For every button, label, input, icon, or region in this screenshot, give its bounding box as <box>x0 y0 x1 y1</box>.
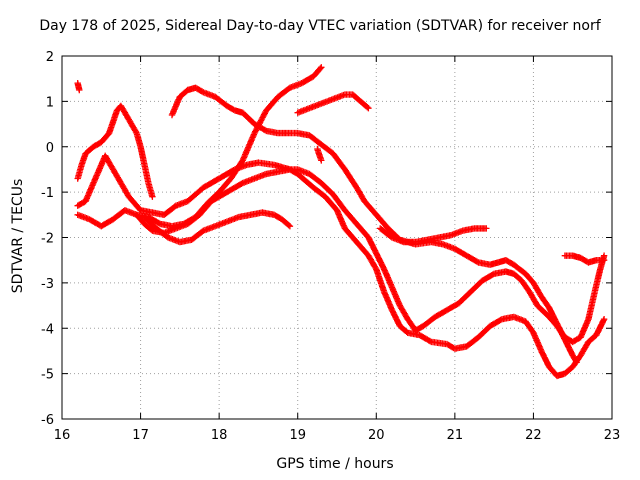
marker-trail <box>134 65 324 230</box>
x-tick-label: 22 <box>525 428 542 443</box>
x-tick-label: 18 <box>211 428 228 443</box>
data-marks <box>74 64 608 380</box>
y-tick-label: -6 <box>41 413 54 428</box>
y-tick-label: 1 <box>46 95 54 110</box>
chart-title: Day 178 of 2025, Sidereal Day-to-day VTE… <box>39 18 601 34</box>
marker-trail <box>296 91 371 116</box>
series-track-10 <box>377 225 490 246</box>
marker-trail <box>75 154 607 379</box>
series-track-8 <box>314 145 325 164</box>
series-track-7 <box>133 64 325 230</box>
x-tick-label: 23 <box>604 428 621 443</box>
x-tick-label: 20 <box>368 428 385 443</box>
y-tick-label: 2 <box>46 50 54 65</box>
marker-trail <box>169 84 580 365</box>
marker-trail <box>74 81 83 92</box>
y-tick-label: -1 <box>41 186 54 201</box>
axis-ticks: 16 17 18 19 20 21 22 23 -6 -5 -4 -3 -2 -1 0 1 2 <box>41 50 620 443</box>
series-track-3 <box>74 152 608 380</box>
series-track-1 <box>74 80 83 94</box>
grid-lines <box>62 56 612 419</box>
x-tick-label: 19 <box>289 428 306 443</box>
y-tick-label: -2 <box>41 232 54 247</box>
series-track-9 <box>294 91 372 116</box>
series-track-11 <box>561 252 608 266</box>
marker-trail <box>75 103 156 199</box>
marker-trail <box>378 225 488 246</box>
x-tick-label: 21 <box>447 428 464 443</box>
series-track-4 <box>74 166 608 346</box>
y-tick-label: 0 <box>46 141 54 156</box>
y-tick-label: -4 <box>41 322 54 337</box>
series-track-6 <box>168 84 580 366</box>
y-tick-label: -3 <box>41 277 54 292</box>
marker-trail <box>76 166 607 345</box>
plot-frame <box>61 55 613 420</box>
marker-trail <box>563 252 606 266</box>
x-tick-label: 17 <box>132 428 149 443</box>
series-track-2 <box>74 102 156 200</box>
marker-trail <box>314 147 324 163</box>
x-tick-label: 16 <box>54 428 71 443</box>
x-axis-label: GPS time / hours <box>276 456 394 472</box>
y-tick-label: -5 <box>41 368 54 383</box>
